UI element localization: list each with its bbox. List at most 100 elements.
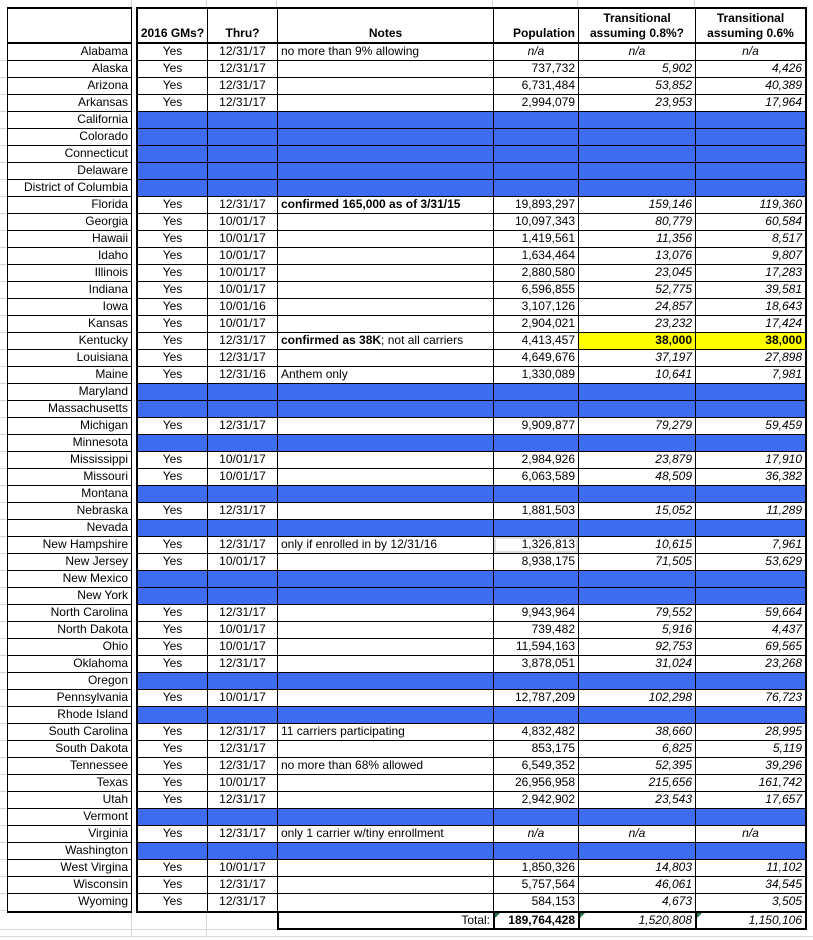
cell-transitional-0.8[interactable]: 38,660: [579, 724, 696, 741]
cell-transitional-0.6[interactable]: 27,898: [696, 350, 805, 367]
cell-state[interactable]: Wisconsin: [8, 877, 131, 894]
cell-transitional-0.8[interactable]: [579, 571, 696, 588]
cell-notes[interactable]: [278, 95, 494, 112]
cell-2016-gms[interactable]: Yes: [138, 877, 208, 894]
cell-population[interactable]: [494, 673, 579, 690]
cell-thru[interactable]: [208, 401, 278, 418]
cell-state[interactable]: Arkansas: [8, 95, 131, 112]
cell-transitional-0.8[interactable]: 37,197: [579, 350, 696, 367]
cell-transitional-0.6[interactable]: 59,664: [696, 605, 805, 622]
cell-population[interactable]: 26,956,958: [494, 775, 579, 792]
cell-population[interactable]: 12,787,209: [494, 690, 579, 707]
cell-transitional-0.8[interactable]: 13,076: [579, 248, 696, 265]
cell-2016-gms[interactable]: Yes: [138, 639, 208, 656]
cell-transitional-0.8[interactable]: 23,953: [579, 95, 696, 112]
cell-notes[interactable]: [278, 860, 494, 877]
total-t6-cell[interactable]: 1,150,106: [697, 913, 805, 928]
cell-state[interactable]: Oklahoma: [8, 656, 131, 673]
cell-notes[interactable]: [278, 792, 494, 809]
cell-transitional-0.6[interactable]: 69,565: [696, 639, 805, 656]
cell-population[interactable]: 19,893,297: [494, 197, 579, 214]
cell-notes[interactable]: [278, 180, 494, 197]
cell-2016-gms[interactable]: Yes: [138, 282, 208, 299]
cell-transitional-0.6[interactable]: [696, 571, 805, 588]
cell-transitional-0.6[interactable]: [696, 843, 805, 860]
cell-2016-gms[interactable]: Yes: [138, 350, 208, 367]
cell-thru[interactable]: [208, 707, 278, 724]
cell-population[interactable]: [494, 588, 579, 605]
cell-transitional-0.6[interactable]: 3,505: [771, 894, 802, 908]
cell-notes[interactable]: [278, 231, 494, 248]
cell-2016-gms[interactable]: Yes: [138, 656, 208, 673]
cell-transitional-0.6[interactable]: 161,742: [696, 775, 805, 792]
cell-2016-gms[interactable]: [138, 843, 208, 860]
cell-state[interactable]: Idaho: [8, 248, 131, 265]
cell-notes[interactable]: [278, 248, 494, 265]
cell-2016-gms[interactable]: [138, 520, 208, 537]
cell-2016-gms[interactable]: Yes: [138, 61, 208, 78]
cell-state[interactable]: Pennsylvania: [8, 690, 131, 707]
cell-2016-gms[interactable]: [138, 707, 208, 724]
cell-thru[interactable]: [208, 809, 278, 826]
cell-2016-gms[interactable]: Yes: [138, 418, 208, 435]
cell-transitional-0.8[interactable]: 11,356: [579, 231, 696, 248]
cell-population[interactable]: [494, 435, 579, 452]
cell-notes[interactable]: [278, 146, 494, 163]
cell-2016-gms[interactable]: Yes: [138, 197, 208, 214]
cell-2016-gms[interactable]: Yes: [138, 503, 208, 520]
cell-transitional-0.8[interactable]: 24,857: [579, 299, 696, 316]
cell-state[interactable]: Kansas: [8, 316, 131, 333]
cell-transitional-0.8[interactable]: 71,505: [579, 554, 696, 571]
cell-state[interactable]: South Carolina: [8, 724, 131, 741]
cell-population[interactable]: 4,413,457: [494, 333, 579, 350]
cell-thru[interactable]: 10/01/17: [208, 316, 278, 333]
cell-transitional-0.8[interactable]: 15,052: [579, 503, 696, 520]
cell-population[interactable]: 2,942,902: [494, 792, 579, 809]
cell-population[interactable]: [494, 486, 579, 503]
cell-notes[interactable]: [278, 418, 494, 435]
cell-population[interactable]: 1,330,089: [494, 367, 579, 384]
cell-notes[interactable]: [278, 503, 494, 520]
cell-transitional-0.6[interactable]: [696, 401, 805, 418]
cell-thru[interactable]: [208, 180, 278, 197]
cell-thru[interactable]: 10/01/17: [208, 214, 278, 231]
cell-population[interactable]: 6,596,855: [494, 282, 579, 299]
header-transitional-0.6[interactable]: Transitional assuming 0.6%: [696, 9, 805, 42]
cell-notes[interactable]: [278, 282, 494, 299]
cell-notes[interactable]: only if enrolled in by 12/31/16: [278, 537, 494, 554]
cell-state[interactable]: Florida: [8, 197, 131, 214]
cell-notes[interactable]: confirmed as 38K; not all carriers: [278, 333, 494, 350]
cell-thru[interactable]: 10/01/17: [208, 860, 278, 877]
cell-thru[interactable]: 12/31/17: [208, 418, 278, 435]
cell-thru[interactable]: 12/31/16: [208, 367, 278, 384]
cell-2016-gms[interactable]: Yes: [138, 792, 208, 809]
cell-notes[interactable]: [278, 469, 494, 486]
cell-population[interactable]: 11,594,163: [494, 639, 579, 656]
cell-2016-gms[interactable]: Yes: [138, 316, 208, 333]
cell-population[interactable]: [494, 401, 579, 418]
cell-transitional-0.6[interactable]: 17,910: [696, 452, 805, 469]
cell-2016-gms[interactable]: Yes: [138, 622, 208, 639]
cell-transitional-0.8[interactable]: 38,000: [579, 333, 696, 350]
cell-thru[interactable]: [208, 146, 278, 163]
cell-notes[interactable]: [278, 588, 494, 605]
cell-transitional-0.8[interactable]: [579, 843, 696, 860]
cell-transitional-0.6[interactable]: n/a: [696, 44, 805, 61]
cell-thru[interactable]: [208, 571, 278, 588]
cell-population[interactable]: 10,097,343: [494, 214, 579, 231]
cell-thru[interactable]: 12/31/17: [208, 537, 278, 554]
cell-notes[interactable]: [278, 775, 494, 792]
cell-transitional-0.8[interactable]: 10,641: [579, 367, 696, 384]
cell-2016-gms[interactable]: [138, 129, 208, 146]
cell-notes[interactable]: no more than 68% allowed: [278, 758, 494, 775]
cell-population[interactable]: 6,063,589: [494, 469, 579, 486]
cell-thru[interactable]: 12/31/17: [208, 877, 278, 894]
cell-transitional-0.6[interactable]: [696, 435, 805, 452]
header-notes[interactable]: Notes: [278, 9, 494, 42]
cell-notes[interactable]: [278, 163, 494, 180]
cell-2016-gms[interactable]: Yes: [138, 248, 208, 265]
cell-thru[interactable]: 12/31/17: [208, 724, 278, 741]
cell-2016-gms[interactable]: [138, 384, 208, 401]
cell-thru[interactable]: 12/31/17: [208, 197, 278, 214]
cell-notes[interactable]: [278, 61, 494, 78]
